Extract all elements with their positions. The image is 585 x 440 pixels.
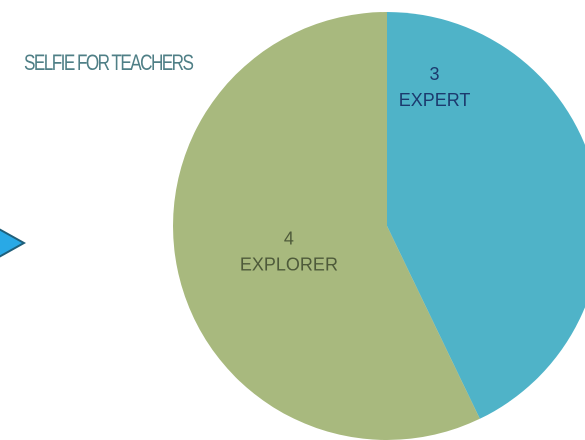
pie-slice-expert [387,12,585,419]
slice-label-expert: EXPERT [399,90,471,110]
next-arrow-icon[interactable] [0,212,26,274]
brand-title: SELFIE FOR TEACHERS [24,50,194,75]
slice-value-expert: 3 [430,64,440,84]
slice-label-explorer: EXPLORER [240,254,338,274]
pie-slice-explorer [173,12,480,440]
slice-value-explorer: 4 [284,228,294,248]
